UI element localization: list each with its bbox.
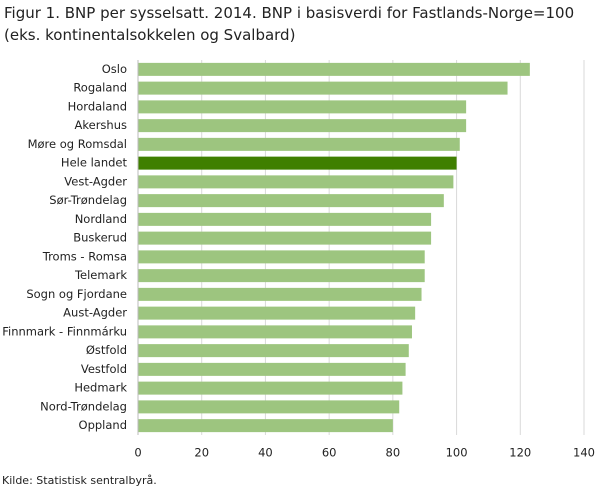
x-tick-label: 0	[134, 446, 141, 460]
y-tick-label: Nordland	[75, 212, 127, 226]
bar	[138, 400, 400, 414]
y-tick-label: Akershus	[75, 118, 127, 132]
y-tick-label: Telemark	[74, 268, 127, 282]
bar	[138, 194, 444, 208]
y-tick-label: Aust-Agder	[63, 306, 127, 320]
bar	[138, 100, 467, 114]
x-tick-label: 40	[258, 446, 273, 460]
x-tick-label: 80	[386, 446, 401, 460]
y-tick-label: Østfold	[86, 343, 127, 357]
y-tick-label: Hordaland	[68, 99, 127, 113]
y-tick-label: Nord-Trøndelag	[40, 399, 127, 413]
bar	[138, 344, 409, 358]
x-tick-label: 140	[573, 446, 595, 460]
y-tick-label: Oppland	[79, 418, 127, 432]
y-tick-label: Rogaland	[73, 81, 127, 95]
y-tick-label: Finnmark - Finnmárku	[2, 324, 127, 338]
chart-title: Figur 1. BNP per sysselsatt. 2014. BNP i…	[4, 4, 575, 44]
y-tick-label: Hele landet	[61, 156, 128, 170]
bar	[138, 231, 432, 245]
bar	[138, 175, 454, 189]
bar	[138, 381, 403, 395]
y-tick-label: Troms - Romsa	[42, 249, 127, 263]
x-tick-label: 100	[446, 446, 468, 460]
bar	[138, 62, 530, 76]
x-tick-label: 60	[322, 446, 337, 460]
bar	[138, 119, 467, 133]
bar	[138, 325, 412, 339]
source: Kilde: Statistisk sentralbyrå.	[2, 474, 157, 487]
x-tick-label: 120	[509, 446, 531, 460]
bar	[138, 287, 422, 301]
bar	[138, 362, 406, 376]
bar	[138, 212, 432, 226]
y-tick-label: Oslo	[102, 62, 127, 76]
chart: 0 20 40 60 80 100 120 140 Oslo Rogaland Hordaland A…	[2, 60, 595, 460]
y-tick-label: Sør-Trøndelag	[49, 193, 127, 207]
y-tick-label: Vestfold	[81, 362, 127, 376]
x-tick-label: 20	[194, 446, 209, 460]
bar	[138, 306, 416, 320]
y-tick-label: Buskerud	[73, 231, 127, 245]
y-tick-label: Hedmark	[74, 381, 127, 395]
bar	[138, 269, 425, 283]
bar	[138, 81, 508, 95]
bar	[138, 419, 393, 433]
bar	[138, 156, 457, 170]
bar	[138, 137, 460, 151]
y-tick-label: Vest-Agder	[64, 174, 127, 188]
bar	[138, 250, 425, 264]
y-tick-label: Sogn og Fjordane	[26, 287, 127, 301]
y-tick-label: Møre og Romsdal	[28, 137, 127, 151]
